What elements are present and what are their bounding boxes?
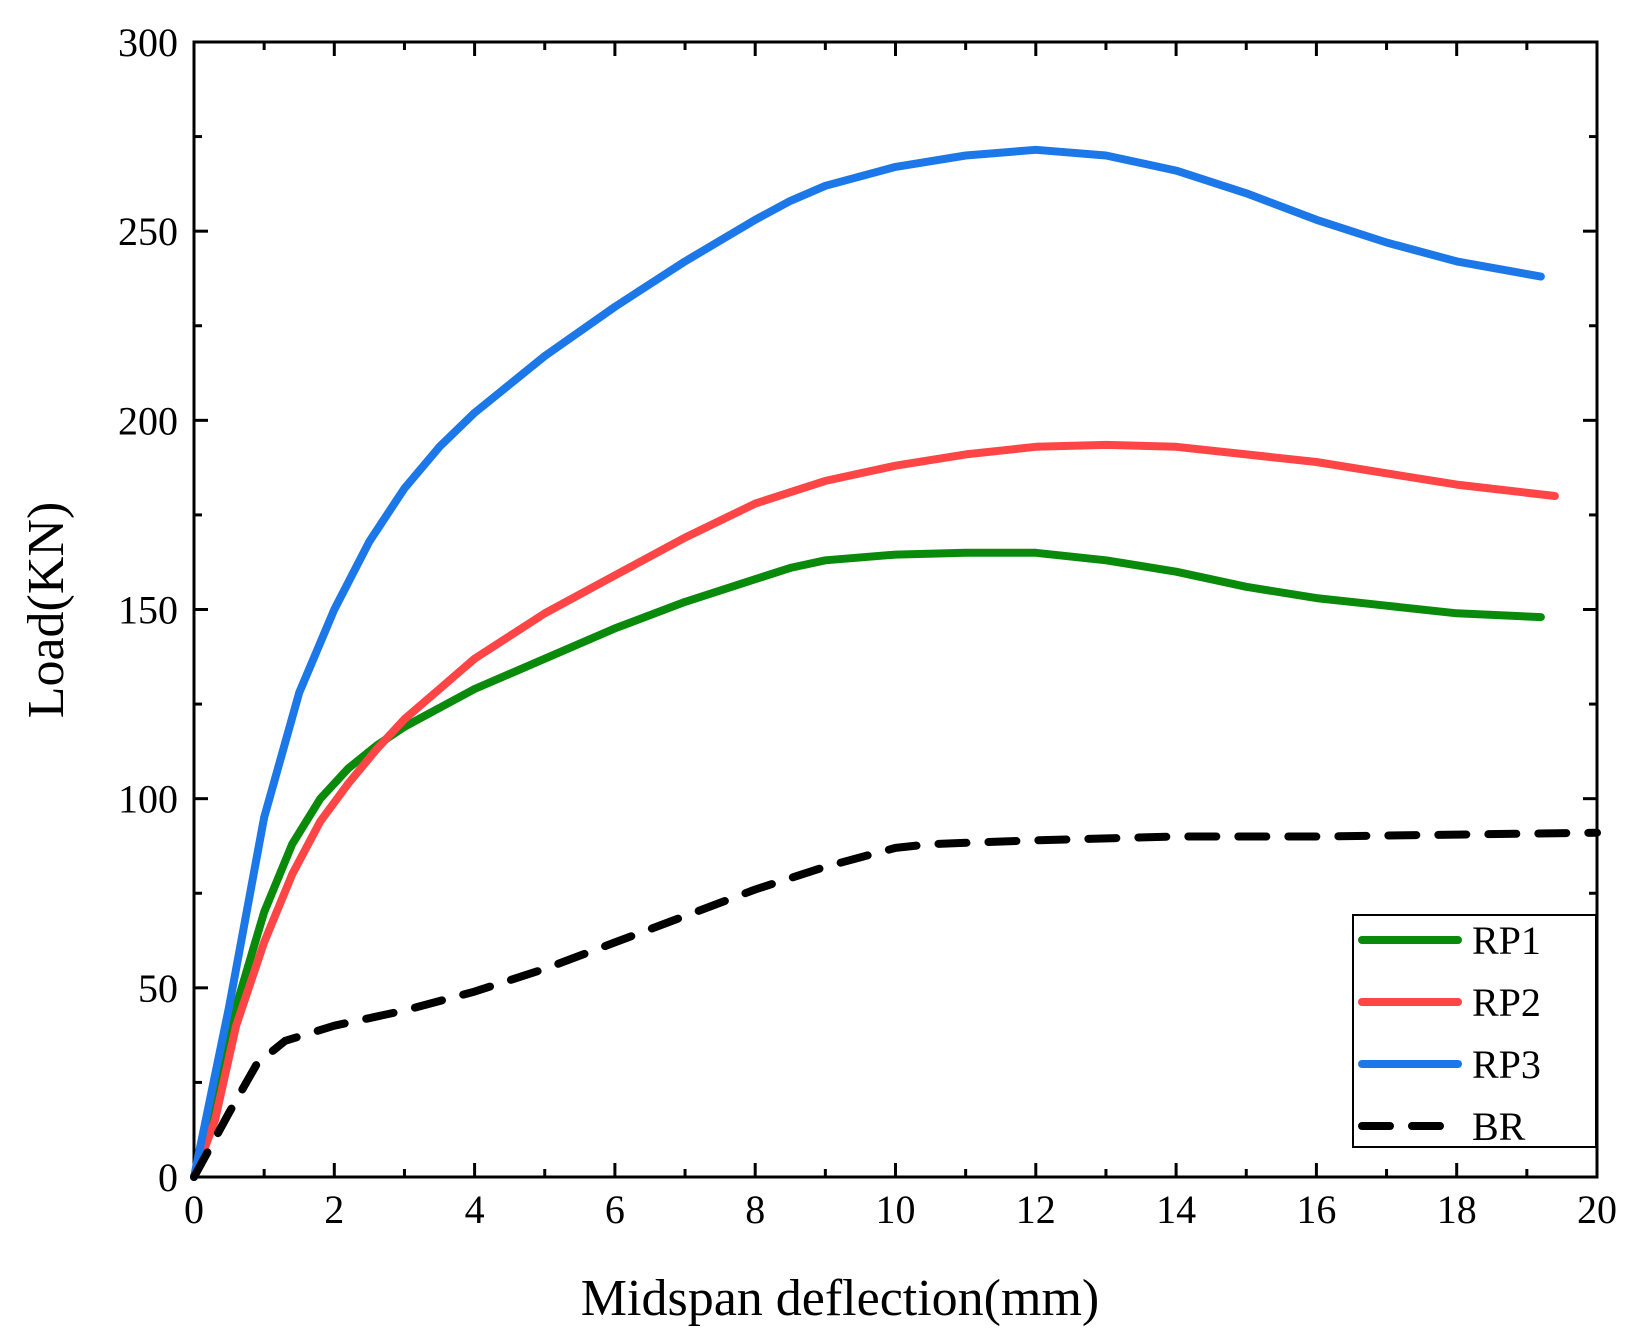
x-tick-label: 2 [324, 1187, 344, 1232]
series-line-rp2 [190, 440, 1559, 1181]
y-tick-label: 100 [118, 777, 178, 822]
y-axis-title: Load(KN) [18, 502, 75, 719]
x-tick-label: 14 [1156, 1187, 1196, 1232]
x-tick-label: 12 [1016, 1187, 1056, 1232]
x-axis-ticks: 0 2 4 6 8 10 12 14 16 18 20 [184, 42, 1617, 1232]
legend-label-rp1: RP1 [1472, 918, 1541, 963]
y-tick-label: 50 [138, 966, 178, 1011]
x-tick-label: 6 [605, 1187, 625, 1232]
series-line-rp1 [190, 548, 1545, 1181]
y-tick-label: 0 [158, 1155, 178, 1200]
x-tick-label: 16 [1296, 1187, 1336, 1232]
x-tick-label: 8 [745, 1187, 765, 1232]
y-tick-label: 200 [118, 398, 178, 443]
x-axis-title: Midspan deflection(mm) [581, 1270, 1099, 1327]
series-line-rp3 [190, 145, 1545, 1181]
x-tick-label: 0 [184, 1187, 204, 1232]
legend-label-rp3: RP3 [1472, 1042, 1541, 1087]
series-line-br [190, 828, 1601, 1181]
legend: RP1 RP2 RP3 BR [1352, 914, 1597, 1149]
legend-box [1352, 914, 1597, 1148]
y-tick-label: 300 [118, 20, 178, 65]
series-lines [190, 145, 1601, 1181]
x-tick-label: 4 [465, 1187, 485, 1232]
y-tick-label: 150 [118, 588, 178, 633]
y-axis-ticks: 0 50 100 150 200 250 300 [118, 20, 1597, 1200]
x-tick-label: 10 [876, 1187, 916, 1232]
x-tick-label: 18 [1437, 1187, 1477, 1232]
y-tick-label: 250 [118, 209, 178, 254]
x-tick-label: 20 [1577, 1187, 1617, 1232]
legend-label-rp2: RP2 [1472, 980, 1541, 1025]
legend-label-br: BR [1472, 1104, 1526, 1149]
